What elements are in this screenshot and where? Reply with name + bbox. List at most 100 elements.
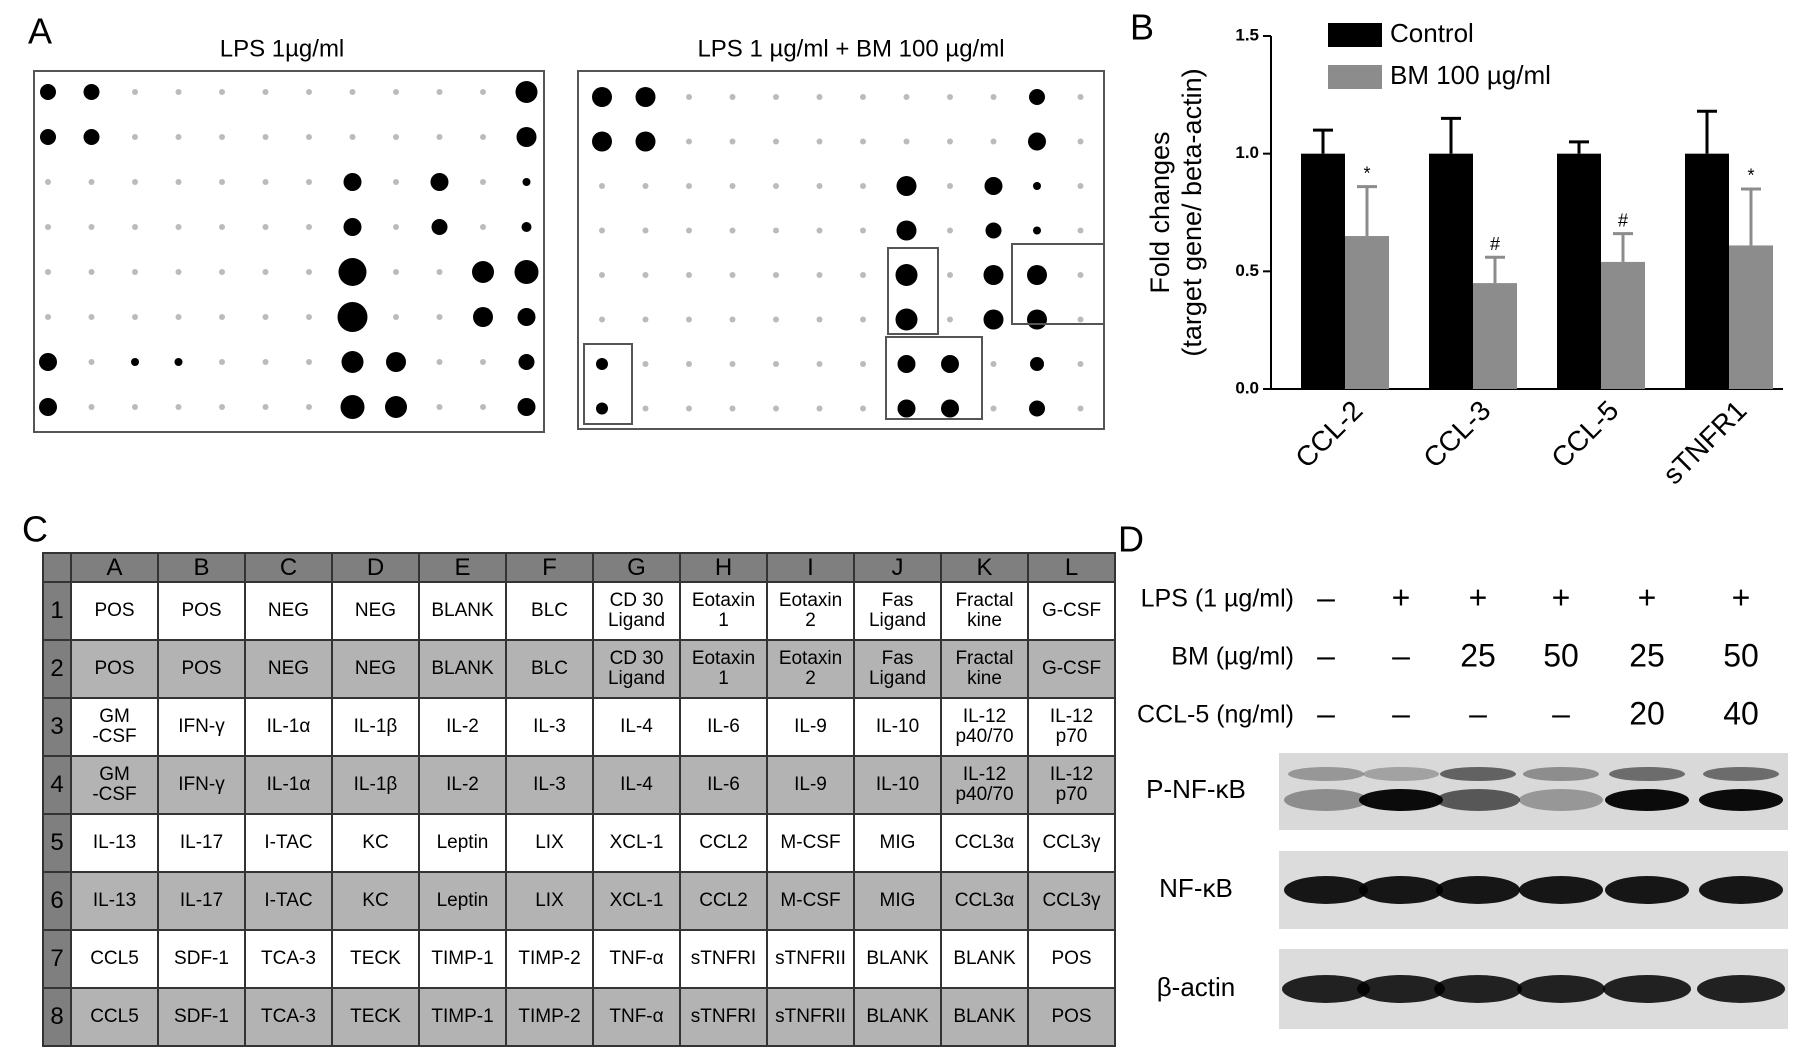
table-cell: sTNFRII [766, 987, 855, 1047]
dot [773, 361, 779, 367]
dot [990, 94, 997, 100]
dot [1033, 226, 1041, 235]
dot [430, 173, 449, 191]
dot [729, 272, 736, 278]
corner-cell [42, 552, 72, 583]
dot [175, 404, 182, 410]
table-cell: sTNFRII [766, 929, 855, 989]
table-cell: TECK [331, 987, 420, 1047]
dot [262, 269, 269, 275]
table-cell: M-CSF [766, 871, 855, 931]
dots [39, 81, 539, 419]
table-cell: IFN-γ [157, 755, 246, 815]
dot [903, 138, 910, 145]
bar [1429, 153, 1473, 389]
panel-label: D [1118, 519, 1144, 560]
table-cell: CCL2 [679, 813, 768, 873]
column-header: H [679, 552, 768, 583]
lane-value: + [1552, 579, 1571, 615]
dot [480, 179, 486, 185]
dot [262, 89, 269, 95]
dot [306, 359, 312, 365]
table-cell: SDF-1 [157, 987, 246, 1047]
table-cell: IL-2 [418, 755, 507, 815]
table-cell: Eotaxin 2 [766, 581, 855, 641]
bar [1601, 261, 1645, 389]
table-cell: I-TAC [244, 813, 333, 873]
table-cell: BLANK [418, 581, 507, 641]
dot [895, 308, 918, 331]
dot [88, 224, 95, 230]
lane-value: 25 [1460, 637, 1496, 673]
dot [642, 183, 649, 189]
bar [1729, 245, 1773, 389]
dot [592, 131, 612, 152]
table-cell: TCA-3 [244, 929, 333, 989]
dot [895, 264, 918, 286]
blot-label: β-actin [1157, 972, 1236, 1002]
dot [219, 134, 225, 140]
dot [642, 361, 649, 367]
dot [816, 183, 823, 189]
bar [1301, 153, 1345, 389]
dot [522, 178, 531, 186]
significance-marker: # [1618, 210, 1628, 230]
lane-value: – [1469, 695, 1487, 731]
lane-value: + [1469, 579, 1488, 615]
table-cell: NEG [244, 639, 333, 699]
table-cell: CCL3α [940, 871, 1029, 931]
dot [521, 222, 532, 232]
dot [1029, 400, 1045, 417]
table-cell: IL-1α [244, 697, 333, 757]
dot [729, 138, 736, 145]
array-map: A B C D E F G H I J K L 1 POS POS NEG NEG BLANK BLC CD 30 L… [42, 552, 1116, 1047]
dot [219, 179, 225, 185]
condition-label: LPS (1 µg/ml) [1141, 585, 1294, 613]
dot [1027, 265, 1047, 285]
dot [219, 224, 225, 230]
dot [599, 316, 605, 323]
table-cell: sTNFRI [679, 929, 768, 989]
dot [306, 134, 312, 140]
dot [990, 361, 997, 367]
column-header: I [766, 552, 855, 583]
band [1363, 767, 1439, 781]
row-header: 1 [42, 581, 72, 641]
dot [386, 352, 406, 372]
dot [1027, 309, 1047, 330]
band [1605, 789, 1689, 811]
dot [436, 269, 443, 275]
band [1697, 975, 1785, 1003]
panel-label: A [28, 11, 52, 52]
dot [132, 404, 138, 410]
dot [941, 355, 959, 373]
dot [262, 224, 269, 230]
row-header: 4 [42, 755, 72, 815]
lane-value: – [1392, 637, 1410, 673]
table-cell: XCL-1 [592, 813, 681, 873]
table-row: 2 POS POS NEG NEG BLANK BLC CD 30 Ligand Eotaxin… [42, 639, 1116, 699]
dot [393, 179, 399, 185]
legend-swatch [1328, 65, 1382, 89]
table-cell: IL-1β [331, 755, 420, 815]
table-cell: CCL5 [70, 929, 159, 989]
table-cell: SDF-1 [157, 929, 246, 989]
band [1699, 789, 1783, 811]
table-cell: BLANK [940, 987, 1029, 1047]
dot [773, 227, 779, 234]
dot [1030, 357, 1044, 371]
dot [642, 405, 649, 412]
dot [596, 358, 608, 370]
row-header: 2 [42, 639, 72, 699]
dot [816, 94, 823, 100]
table-cell: Leptin [418, 813, 507, 873]
table-cell: POS [1027, 929, 1116, 989]
band [1609, 767, 1685, 781]
table-cell: CCL3γ [1027, 813, 1116, 873]
y-axis-label: (target gene/ beta-actin) [1177, 68, 1207, 356]
x-tick-label: CCL-5 [1545, 395, 1624, 474]
dot [132, 269, 138, 275]
dots [592, 87, 1084, 418]
table-cell: TIMP-2 [505, 929, 594, 989]
dot [729, 316, 736, 323]
